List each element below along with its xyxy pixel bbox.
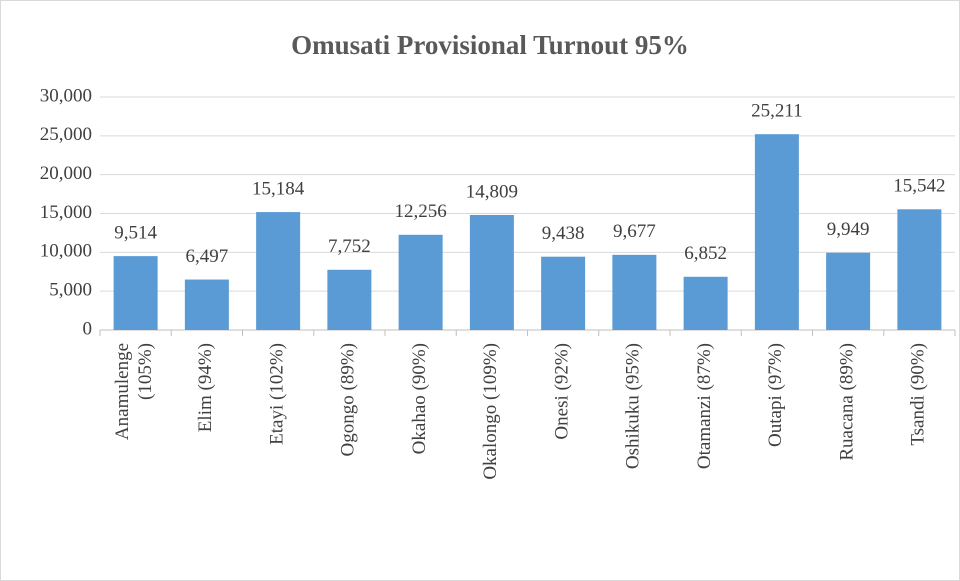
bar xyxy=(754,134,799,330)
x-tick-label: Ogongo (89%) xyxy=(338,343,359,456)
y-tick-label: 15,000 xyxy=(40,202,92,223)
bar xyxy=(683,276,728,330)
value-label: 15,542 xyxy=(893,176,945,197)
value-label: 12,256 xyxy=(395,201,447,222)
bar xyxy=(398,234,443,330)
y-tick-label: 5,000 xyxy=(49,280,92,301)
y-tick-label: 25,000 xyxy=(40,124,92,145)
bar xyxy=(612,254,657,330)
x-tick-label: Anamulenge(105%) xyxy=(113,343,157,440)
value-label: 9,677 xyxy=(613,221,656,242)
value-label: 9,438 xyxy=(542,223,585,244)
bar xyxy=(469,214,514,330)
y-tick-label: 0 xyxy=(83,318,93,339)
value-label: 9,949 xyxy=(827,219,870,240)
y-tick-label: 30,000 xyxy=(40,85,92,106)
x-tick-label: Oshikuku (95%) xyxy=(623,343,644,469)
value-label: 7,752 xyxy=(328,236,371,257)
value-label: 25,211 xyxy=(751,101,803,122)
bar xyxy=(184,279,229,330)
x-tick-label: Ruacana (89%) xyxy=(836,343,857,461)
value-label: 15,184 xyxy=(252,178,305,199)
bar xyxy=(113,256,158,330)
value-label: 6,497 xyxy=(186,246,229,267)
bar xyxy=(897,209,942,330)
bar xyxy=(541,256,586,330)
y-tick-label: 10,000 xyxy=(40,241,92,262)
x-tick-label: Okahao (90%) xyxy=(409,343,430,454)
y-tick-label: 20,000 xyxy=(40,163,92,184)
bar xyxy=(327,269,372,330)
x-tick-label: Outapi (97%) xyxy=(765,343,786,447)
x-tick-label: Elim (94%) xyxy=(195,343,216,432)
bar xyxy=(826,252,871,330)
x-tick-label: Onesi (92%) xyxy=(551,343,572,440)
value-label: 6,852 xyxy=(684,243,727,264)
x-tick-label: Tsandi (90%) xyxy=(908,343,929,446)
chart-title: Omusati Provisional Turnout 95% xyxy=(291,30,689,60)
x-tick-label: Otamanzi (87%) xyxy=(694,343,715,469)
value-label: 9,514 xyxy=(114,222,157,243)
value-label: 14,809 xyxy=(466,181,518,202)
x-tick-label: Etayi (102%) xyxy=(266,343,287,445)
x-tick-label: Okalongo (109%) xyxy=(480,343,501,480)
bar xyxy=(256,212,301,330)
